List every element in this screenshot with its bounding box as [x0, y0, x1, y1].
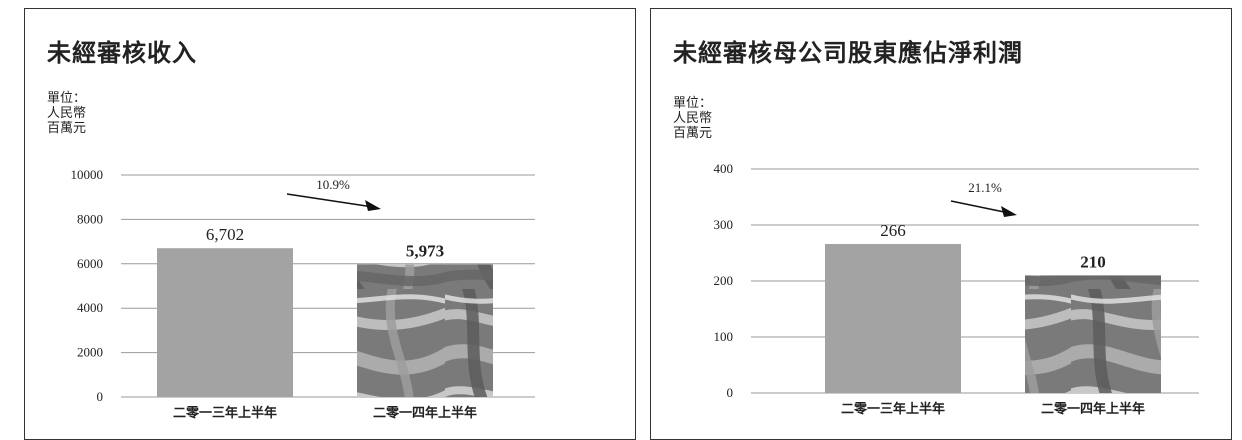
y-tick-label: 200	[714, 273, 734, 288]
unit-label: 人民幣	[47, 106, 87, 121]
y-tick-label: 10000	[71, 167, 104, 182]
trend-arrow-line	[950, 200, 1010, 214]
chart-title: 未經審核收入	[47, 38, 197, 67]
profit-bar-chart: 0 100 200 300 400 266 二零一三年上半年 210 二零一四年上半年 21.1%	[714, 161, 1199, 417]
trend-arrow-line	[286, 193, 374, 208]
revenue-chart-panel: 未經審核收入 單位： 人民幣 百萬元 0 2000 4000 6000 8000 1000…	[24, 8, 636, 440]
percent-change-label: 21.1%	[968, 180, 1002, 195]
unit-label: 百萬元	[47, 121, 87, 136]
y-tick-label: 300	[714, 217, 734, 232]
revenue-bar-chart: 0 2000 4000 6000 8000 10000 6,702 二零一三年上半年 5,973…	[71, 167, 535, 421]
y-tick-label: 100	[714, 329, 734, 344]
unit-label: 單位：	[673, 96, 713, 111]
y-tick-label: 4000	[77, 300, 103, 315]
data-label: 5,973	[406, 241, 444, 260]
chart-title: 未經審核母公司股東應佔淨利潤	[673, 38, 1023, 67]
data-label: 210	[1080, 252, 1106, 271]
data-label: 266	[880, 221, 906, 240]
trend-arrow-head	[1001, 206, 1017, 217]
y-tick-label: 6000	[77, 256, 103, 271]
y-tick-label: 8000	[77, 211, 103, 226]
category-label: 二零一三年上半年	[841, 401, 945, 417]
profit-chart-panel: 未經審核母公司股東應佔淨利潤 單位： 人民幣 百萬元 0 100 200 300 400…	[650, 8, 1232, 440]
unit-label: 百萬元	[673, 126, 713, 141]
category-label: 二零一四年上半年	[1041, 401, 1145, 417]
bar	[825, 244, 961, 393]
y-tick-label: 400	[714, 161, 734, 176]
data-label: 6,702	[206, 225, 244, 244]
y-tick-label: 0	[727, 385, 734, 400]
unit-label: 人民幣	[673, 111, 713, 126]
bar	[157, 248, 293, 397]
trend-arrow-head	[365, 200, 381, 211]
category-label: 二零一三年上半年	[173, 405, 277, 421]
y-tick-label: 0	[97, 389, 104, 404]
category-label: 二零一四年上半年	[373, 405, 477, 421]
y-tick-label: 2000	[77, 345, 103, 360]
percent-change-label: 10.9%	[316, 177, 350, 192]
bar	[357, 264, 493, 397]
unit-label: 單位：	[47, 91, 87, 106]
bar	[1025, 275, 1161, 393]
